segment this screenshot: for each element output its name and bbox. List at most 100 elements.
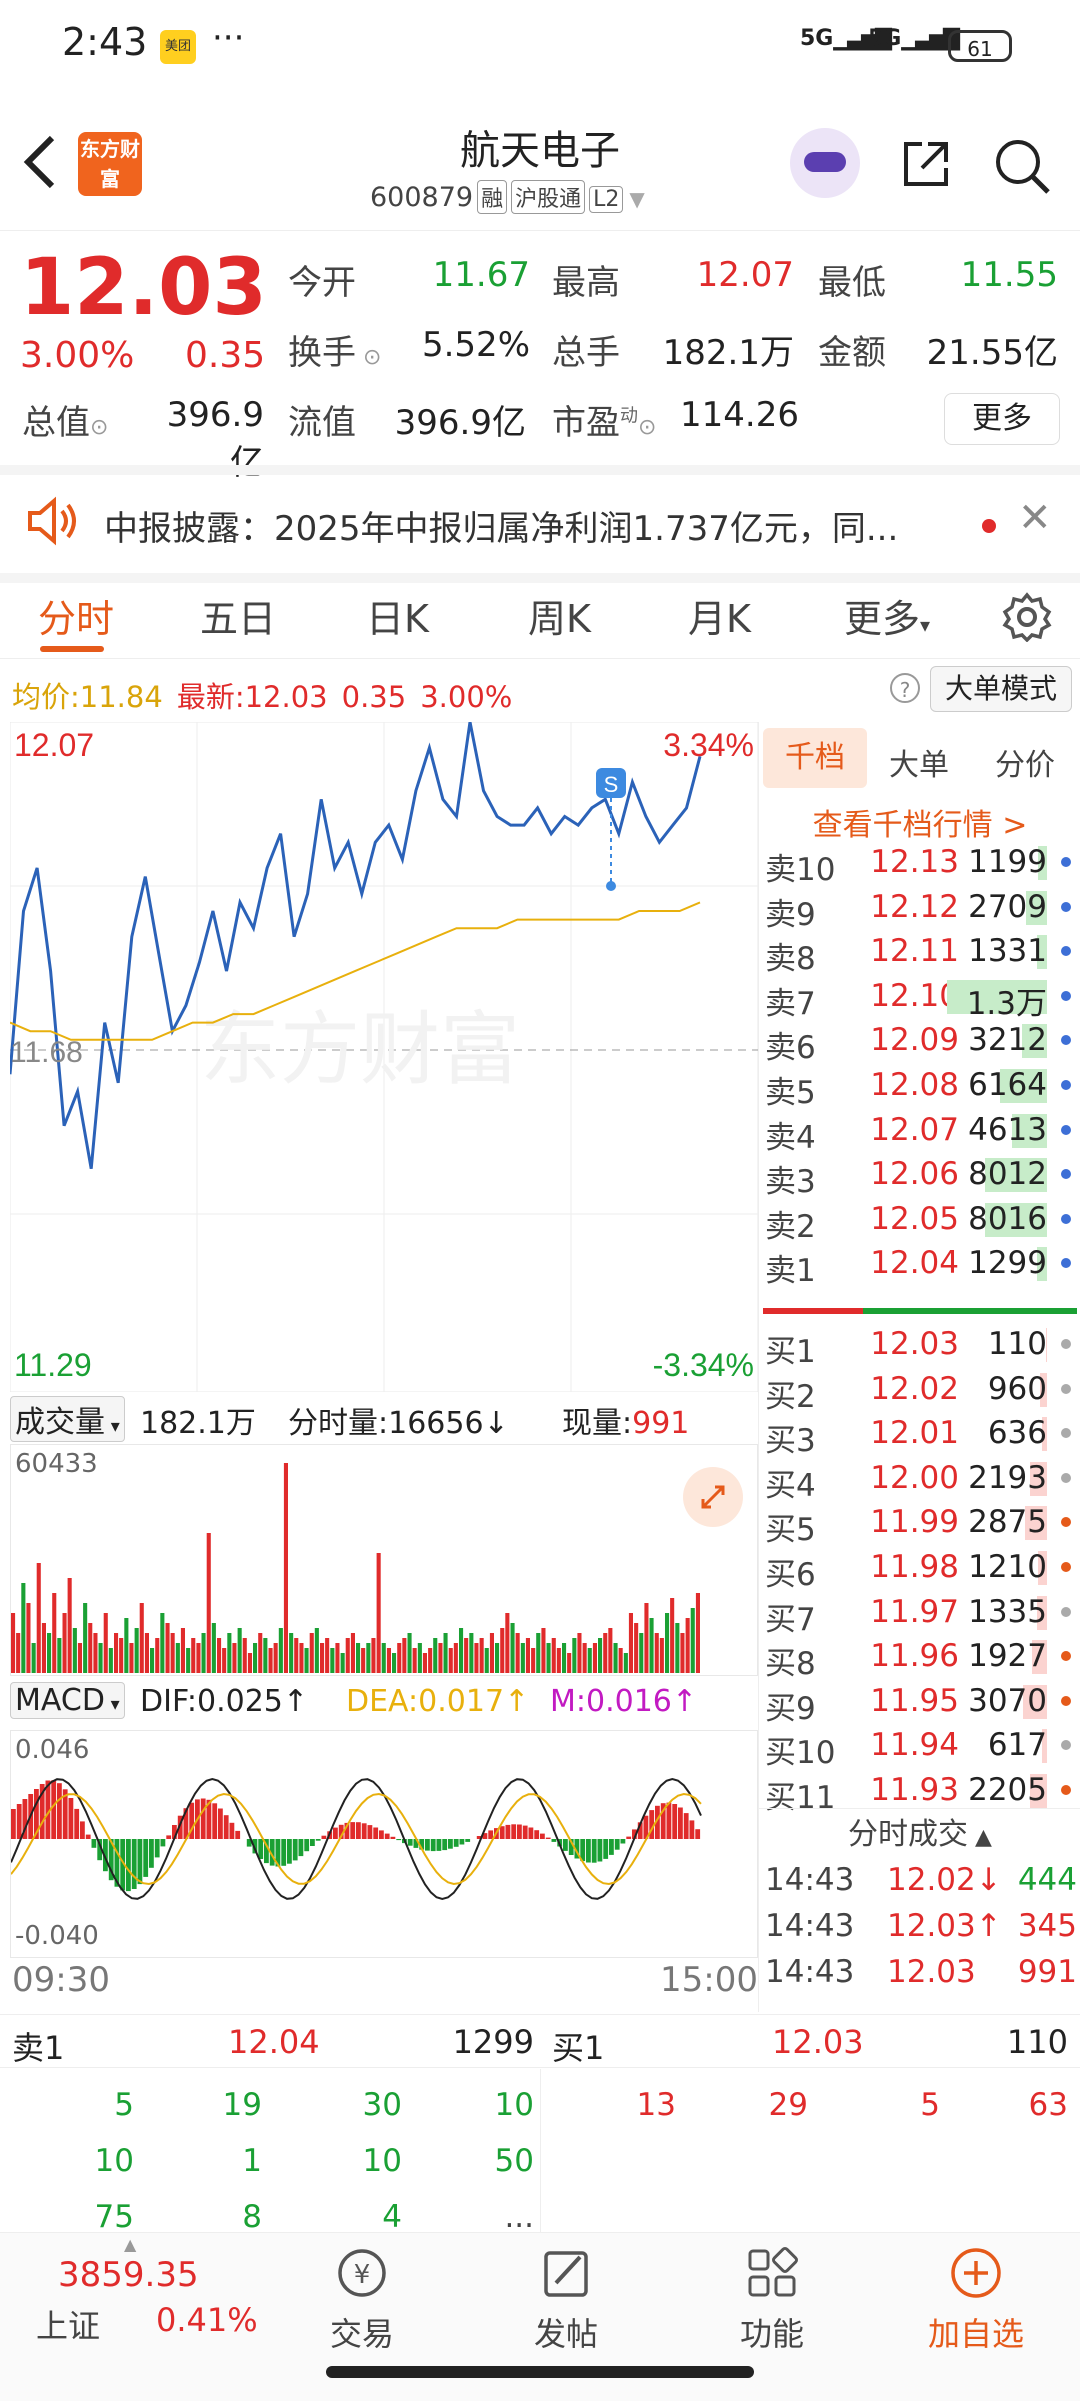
close-icon[interactable]: ✕ [1018,495,1052,541]
ask-row[interactable]: 卖3 12.06 8012 [759,1152,1080,1200]
level-dot [1061,857,1071,867]
watermark: 东方财富 [200,1005,520,1094]
bid-row[interactable]: 买7 11.97 1335 [759,1590,1080,1638]
level-label: 买3 [765,1423,816,1460]
gear-icon[interactable] [1002,592,1052,646]
macd-bar [407,1839,413,1846]
more-quote-button[interactable]: 更多 [944,393,1060,445]
stock-name: 航天电子 [460,128,620,174]
bid-row[interactable]: 买5 11.99 2875 [759,1500,1080,1548]
volume-bar [119,1638,124,1673]
open-value: 11.67 [432,255,530,295]
bid-row[interactable]: 买3 12.01 636 [759,1411,1080,1459]
level-dot [1061,1258,1071,1269]
volume-chart[interactable]: 60433 [10,1444,758,1676]
macd-indicator-select[interactable]: MACD ▾ [10,1682,125,1719]
tab-daily-k[interactable]: 日K [366,597,429,641]
level-dot [1061,1169,1071,1180]
index-ticker[interactable]: ▲ 3859.35 上证 0.41% [0,2233,258,2373]
macd-bar [304,1839,310,1852]
volume-bar [665,1613,670,1673]
volume-bar [608,1628,613,1673]
bid-row[interactable]: 买11 11.93 2205 [759,1768,1080,1816]
macd-bar [264,1839,269,1864]
price-line [8,721,702,1169]
volume-bar [386,1648,391,1673]
bid-row[interactable]: 买4 12.00 2193 [759,1456,1080,1504]
big-order-mode-button[interactable]: 大单模式 [930,666,1072,712]
ask-row[interactable]: 卖9 12.12 2709 [759,885,1080,933]
pct-bottom-label: -3.34% [653,1347,754,1383]
level-price: 12.00 [870,1459,959,1496]
level-dot [1061,1428,1071,1439]
macd-bar [361,1823,367,1839]
macd-bar [540,1833,545,1839]
bid-row[interactable]: 买10 11.94 617 [759,1723,1080,1771]
nav-add-watchlist[interactable]: 加自选 [906,2245,1046,2355]
volume-bar [139,1603,144,1673]
order-book: 千档 大单 分价 查看千档行情 > 卖10 12.13 1199 卖9 12.12 270… [758,722,1080,2012]
bid-row[interactable]: 买2 12.02 960 [759,1367,1080,1415]
nav-post[interactable]: 发帖 [496,2245,636,2355]
volume-bar [191,1638,196,1673]
macd-bar [666,1802,672,1839]
notice-bar[interactable]: 中报披露：2025年中报归属净利润1.737亿元，同... ✕ [0,465,1080,583]
volume-indicator-select[interactable]: 成交量 ▾ [10,1396,125,1442]
tab-big-orders[interactable]: 大单 [889,748,949,783]
status-time: 2:43 [62,20,148,64]
level-price: 12.01 [870,1415,959,1452]
share-icon[interactable] [898,136,954,196]
y-bottom-label: 11.29 [14,1347,92,1383]
home-indicator[interactable] [326,2366,754,2378]
ask-row[interactable]: 卖2 12.05 8016 [759,1197,1080,1245]
macd-chart[interactable]: 0.046 -0.040 [10,1730,758,1958]
tab-monthly-k[interactable]: 月K [688,597,751,641]
ask-row[interactable]: 卖7 12.10 1.3万 [759,974,1080,1022]
tab-weekly-k[interactable]: 周K [528,597,591,641]
bid-row[interactable]: 买1 12.03 110 [759,1322,1080,1370]
help-icon[interactable]: ? [890,673,920,703]
level-price: 11.97 [870,1593,959,1630]
volume-bar [201,1633,206,1673]
tab-five-day[interactable]: 五日 [200,597,277,641]
eastmoney-logo: 东方财富 [78,132,142,196]
volume-bar [289,1633,294,1673]
volume-bar [1011,1113,1047,1148]
tab-price-split[interactable]: 分价 [995,748,1055,783]
macd-bar [660,1803,666,1839]
ask-row[interactable]: 卖5 12.08 6164 [759,1063,1080,1111]
back-arrow-icon[interactable] [20,130,60,210]
stock-code-row[interactable]: 600879 融沪股通 L2 ▼ [370,180,645,214]
ask-row[interactable]: 卖8 12.11 1331 [759,929,1080,977]
current-volume: 现量:991 [562,1406,690,1441]
expand-icon[interactable] [683,1467,743,1527]
bid-row[interactable]: 买8 11.96 1927 [759,1634,1080,1682]
bid-row[interactable]: 买9 11.95 3070 [759,1679,1080,1727]
robot-avatar-icon[interactable] [790,128,860,198]
level-label: 卖6 [765,1030,816,1067]
macd-bar [177,1815,183,1839]
bid-row[interactable]: 买6 11.98 1210 [759,1545,1080,1593]
intraday-chart[interactable]: 东方财富 12.07 11.68 11.29 3.34% -3.34% S [8,721,759,1393]
search-icon[interactable] [992,136,1052,200]
macd-bar [275,1839,281,1867]
macd-bar [563,1839,568,1851]
tab-thousand-levels[interactable]: 千档 [763,728,867,788]
s-marker[interactable]: S [596,768,626,891]
market-cap-value: 396.9亿 [166,395,264,483]
macd-bar [74,1808,80,1839]
level-label: 卖10 [765,852,836,888]
volume-bar [428,1648,433,1673]
view-depth-link[interactable]: 查看千档行情 > [812,808,1028,843]
macd-bar [269,1839,275,1866]
ask-row[interactable]: 卖6 12.09 3212 [759,1018,1080,1066]
ask-row[interactable]: 卖4 12.07 4613 [759,1108,1080,1156]
tab-intraday[interactable]: 分时 [38,597,115,641]
nav-functions[interactable]: 功能 [702,2245,842,2355]
nav-trade[interactable]: ¥ 交易 [292,2245,432,2355]
volume-bar [350,1633,355,1673]
ask-row[interactable]: 卖10 12.13 1199 [759,840,1080,888]
tick-trades-header[interactable]: 分时成交 ▲ [759,1808,1080,1853]
ask-row[interactable]: 卖1 12.04 1299 [759,1241,1080,1289]
tab-more[interactable]: 更多▾ [844,597,931,641]
